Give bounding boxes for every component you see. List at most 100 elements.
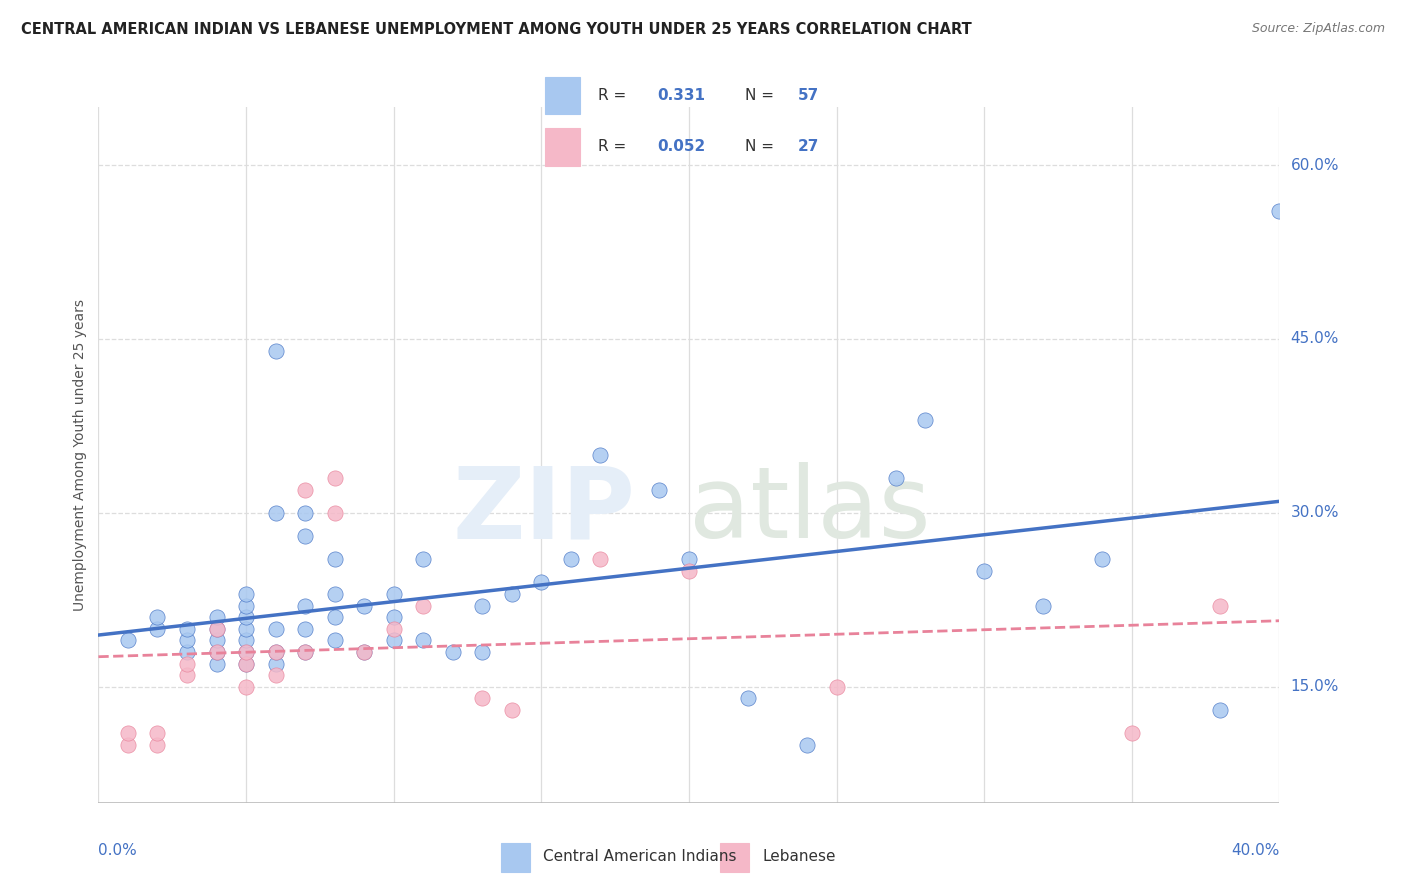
Point (353, 645, 375, 659)
Point (323, 552, 346, 566)
Point (205, 622, 228, 636)
Point (264, 622, 287, 636)
Text: 0.331: 0.331 (657, 88, 706, 103)
Text: 15.0%: 15.0% (1291, 680, 1339, 694)
Point (1209, 703, 1232, 717)
Point (323, 471, 346, 485)
Point (589, 448, 612, 462)
Point (382, 633, 405, 648)
Point (530, 575, 553, 590)
Point (235, 610, 257, 624)
Text: N =: N = (745, 139, 775, 153)
Text: ZIP: ZIP (453, 462, 636, 559)
Point (1209, 599, 1232, 613)
Text: Source: ZipAtlas.com: Source: ZipAtlas.com (1251, 22, 1385, 36)
Point (323, 587, 346, 601)
Point (323, 633, 346, 648)
Point (146, 738, 169, 752)
Point (235, 645, 257, 659)
Point (264, 657, 287, 671)
Point (412, 633, 434, 648)
Point (264, 645, 287, 659)
Point (678, 564, 700, 578)
Point (205, 645, 228, 659)
Text: CENTRAL AMERICAN INDIAN VS LEBANESE UNEMPLOYMENT AMONG YOUTH UNDER 25 YEARS CORR: CENTRAL AMERICAN INDIAN VS LEBANESE UNEM… (21, 22, 972, 37)
Point (264, 506, 287, 520)
Y-axis label: Unemployment Among Youth under 25 years: Unemployment Among Youth under 25 years (73, 299, 87, 611)
Point (176, 633, 198, 648)
Point (737, 691, 759, 706)
Point (294, 645, 316, 659)
Point (1091, 552, 1114, 566)
Text: 60.0%: 60.0% (1291, 158, 1339, 172)
Point (471, 645, 494, 659)
Point (382, 610, 405, 624)
Point (117, 726, 139, 740)
Point (294, 529, 316, 543)
Point (914, 413, 936, 427)
Point (382, 622, 405, 636)
Point (678, 552, 700, 566)
Point (205, 657, 228, 671)
Point (176, 668, 198, 682)
Text: 45.0%: 45.0% (1291, 332, 1339, 346)
Text: R =: R = (598, 88, 626, 103)
Point (235, 680, 257, 694)
Point (412, 552, 434, 566)
Point (412, 599, 434, 613)
Point (176, 622, 198, 636)
Point (441, 645, 464, 659)
Point (176, 657, 198, 671)
Bar (544, 128, 579, 166)
Point (235, 645, 257, 659)
Text: 0.0%: 0.0% (98, 843, 138, 858)
Text: 0.052: 0.052 (657, 139, 706, 153)
Point (1268, 204, 1291, 219)
Text: 40.0%: 40.0% (1232, 843, 1279, 858)
Point (205, 610, 228, 624)
Point (825, 680, 848, 694)
Point (235, 599, 257, 613)
Point (471, 691, 494, 706)
Point (205, 645, 228, 659)
Point (1121, 726, 1143, 740)
Point (264, 645, 287, 659)
Point (353, 599, 375, 613)
Point (589, 552, 612, 566)
Point (294, 506, 316, 520)
Point (176, 645, 198, 659)
Text: 57: 57 (799, 88, 820, 103)
Point (294, 599, 316, 613)
Point (501, 703, 523, 717)
Point (1032, 599, 1054, 613)
Point (235, 622, 257, 636)
Point (117, 738, 139, 752)
Point (353, 645, 375, 659)
Text: 27: 27 (799, 139, 820, 153)
Bar (720, 843, 749, 872)
Point (117, 633, 139, 648)
Text: atlas: atlas (689, 462, 931, 559)
Point (235, 633, 257, 648)
Point (973, 564, 995, 578)
Point (264, 343, 287, 358)
Point (146, 610, 169, 624)
Text: N =: N = (745, 88, 775, 103)
Bar (544, 77, 579, 114)
Point (294, 645, 316, 659)
Point (235, 657, 257, 671)
Point (471, 599, 494, 613)
Text: R =: R = (598, 139, 626, 153)
Point (235, 587, 257, 601)
Point (294, 622, 316, 636)
Point (205, 622, 228, 636)
Text: Central American Indians: Central American Indians (543, 849, 737, 863)
Text: Lebanese: Lebanese (762, 849, 835, 863)
Point (205, 633, 228, 648)
Point (146, 726, 169, 740)
Point (235, 657, 257, 671)
Point (264, 668, 287, 682)
Point (560, 552, 582, 566)
Text: 30.0%: 30.0% (1291, 506, 1339, 520)
Point (796, 738, 818, 752)
